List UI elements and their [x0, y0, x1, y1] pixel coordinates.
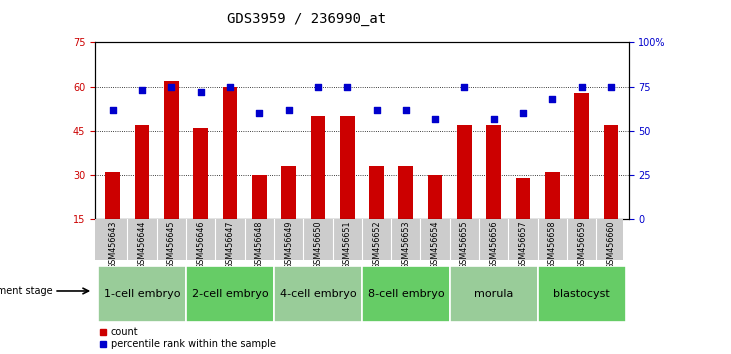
- Bar: [486, 125, 501, 264]
- Text: GSM456659: GSM456659: [577, 221, 586, 269]
- Bar: [575, 93, 589, 264]
- Text: GSM456653: GSM456653: [401, 221, 410, 269]
- Bar: [545, 172, 560, 264]
- Text: GSM456660: GSM456660: [607, 221, 616, 269]
- Text: development stage: development stage: [0, 286, 53, 296]
- Legend: count, percentile rank within the sample: count, percentile rank within the sample: [100, 327, 276, 349]
- Text: 2-cell embryo: 2-cell embryo: [192, 289, 268, 299]
- Bar: [98, 266, 186, 322]
- Bar: [398, 166, 413, 264]
- Bar: [281, 166, 296, 264]
- Point: [488, 116, 499, 121]
- Point: [107, 107, 118, 113]
- Text: blastocyst: blastocyst: [553, 289, 610, 299]
- Bar: [193, 128, 208, 264]
- Bar: [604, 125, 618, 264]
- Point: [458, 84, 470, 90]
- Point: [371, 107, 382, 113]
- Text: GSM456656: GSM456656: [489, 221, 499, 269]
- Text: GSM456652: GSM456652: [372, 221, 381, 269]
- Text: GSM456654: GSM456654: [431, 221, 439, 269]
- Text: GSM456648: GSM456648: [254, 221, 264, 269]
- Bar: [450, 266, 538, 322]
- Point: [547, 96, 558, 102]
- Bar: [252, 175, 267, 264]
- Bar: [362, 266, 450, 322]
- Bar: [516, 178, 531, 264]
- Point: [312, 84, 324, 90]
- Text: GSM456657: GSM456657: [518, 221, 528, 269]
- Text: GSM456644: GSM456644: [137, 221, 146, 269]
- Point: [400, 107, 412, 113]
- Bar: [222, 87, 238, 264]
- Text: 4-cell embryo: 4-cell embryo: [279, 289, 356, 299]
- Point: [341, 84, 353, 90]
- Bar: [538, 266, 626, 322]
- Text: GSM456646: GSM456646: [196, 221, 205, 269]
- Point: [576, 84, 588, 90]
- Bar: [186, 266, 274, 322]
- Bar: [311, 116, 325, 264]
- Text: 1-cell embryo: 1-cell embryo: [104, 289, 181, 299]
- Text: 8-cell embryo: 8-cell embryo: [368, 289, 444, 299]
- Point: [429, 116, 441, 121]
- Bar: [369, 166, 384, 264]
- Text: GSM456643: GSM456643: [108, 221, 117, 269]
- Text: morula: morula: [474, 289, 513, 299]
- Text: GSM456651: GSM456651: [343, 221, 352, 269]
- Point: [224, 84, 236, 90]
- Point: [136, 87, 148, 93]
- Point: [283, 107, 295, 113]
- Bar: [428, 175, 442, 264]
- Text: GSM456645: GSM456645: [167, 221, 175, 269]
- Bar: [164, 81, 178, 264]
- Bar: [135, 125, 149, 264]
- Bar: [340, 116, 355, 264]
- Point: [194, 89, 206, 95]
- Bar: [274, 266, 362, 322]
- Text: GDS3959 / 236990_at: GDS3959 / 236990_at: [227, 12, 387, 27]
- Point: [165, 84, 177, 90]
- Point: [254, 110, 265, 116]
- Text: GSM456655: GSM456655: [460, 221, 469, 269]
- Text: GSM456649: GSM456649: [284, 221, 293, 269]
- Point: [518, 110, 529, 116]
- Text: GSM456647: GSM456647: [225, 221, 235, 269]
- Bar: [105, 172, 120, 264]
- Bar: [457, 125, 471, 264]
- Text: GSM456658: GSM456658: [548, 221, 557, 269]
- Point: [605, 84, 617, 90]
- Text: GSM456650: GSM456650: [314, 221, 322, 269]
